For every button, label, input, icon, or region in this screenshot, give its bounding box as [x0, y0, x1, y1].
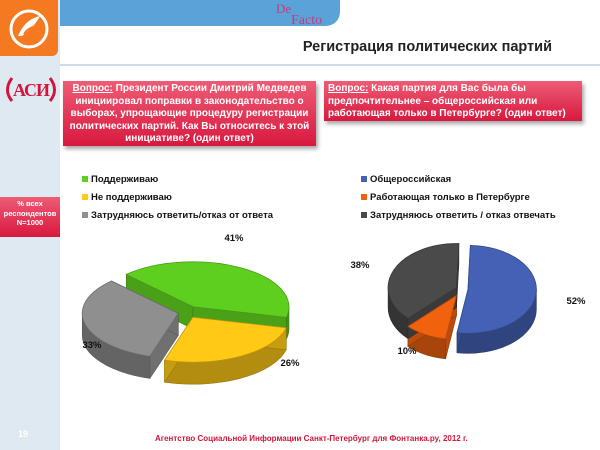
acu-logo: АСИ [6, 74, 56, 112]
bird-logo-icon [9, 9, 49, 49]
respondents-line3: N=1000 [16, 218, 44, 227]
legend-left: Поддерживаю Не поддерживаю Затрудняюсь о… [82, 170, 273, 224]
pie-slice [163, 316, 287, 363]
respondents-line1: % всех [17, 199, 43, 208]
data-label: 10% [397, 346, 417, 357]
legend-item: Работающая только в Петербурге [361, 188, 556, 206]
svg-text:АСИ: АСИ [13, 80, 50, 100]
data-label: 33% [82, 340, 102, 351]
legend-item: Поддерживаю [82, 170, 273, 188]
acu-logo-icon: АСИ [6, 77, 56, 102]
data-label: 38% [350, 260, 370, 271]
top-bar [60, 0, 340, 26]
pie-slice [81, 280, 179, 357]
defacto-facto: Facto [291, 13, 322, 26]
defacto-de: De [276, 2, 291, 16]
title-divider [60, 64, 600, 66]
data-label: 52% [566, 296, 586, 307]
legend-right: Общероссийская Работающая только в Петер… [361, 170, 556, 224]
question-text: Какая партия для Вас была бы предпочтите… [328, 83, 566, 119]
footer-source: Агентство Социальной Информации Санкт-Пе… [155, 434, 468, 443]
legend-item: Затрудняюсь ответить / отказ отвечать [361, 206, 556, 224]
legend-item: Не поддерживаю [82, 188, 273, 206]
pie-slice [387, 243, 460, 320]
question-text: Президент России Дмитрий Медведев иниции… [69, 83, 310, 144]
page-title: Регистрация политических партий [302, 39, 552, 55]
page-number: 19 [18, 429, 29, 439]
legend-swatch [361, 176, 367, 182]
legend-swatch [361, 194, 367, 200]
legend-swatch [361, 212, 367, 218]
respondents-badge: % всех респондентов N=1000 [0, 197, 60, 237]
legend-item: Затрудняюсь ответить/отказ от ответа [82, 206, 273, 224]
legend-swatch [82, 212, 88, 218]
pie-slice [456, 244, 537, 334]
question-label: Вопрос: [328, 83, 369, 94]
pie-slice [407, 294, 458, 340]
legend-swatch [82, 194, 88, 200]
respondents-line2: респондентов [3, 208, 57, 218]
data-label: 41% [224, 233, 244, 244]
question-label: Вопрос: [72, 83, 113, 94]
legend-item: Общероссийская [361, 170, 556, 188]
bird-logo [0, 0, 58, 56]
defacto-logo: De Facto [276, 2, 322, 26]
question-box-right: Вопрос: Какая партия для Вас была бы пре… [324, 81, 582, 121]
data-label: 26% [280, 358, 300, 369]
pie-slice [125, 261, 290, 318]
legend-swatch [82, 176, 88, 182]
question-box-left: Вопрос: Президент России Дмитрий Медведе… [63, 81, 316, 146]
